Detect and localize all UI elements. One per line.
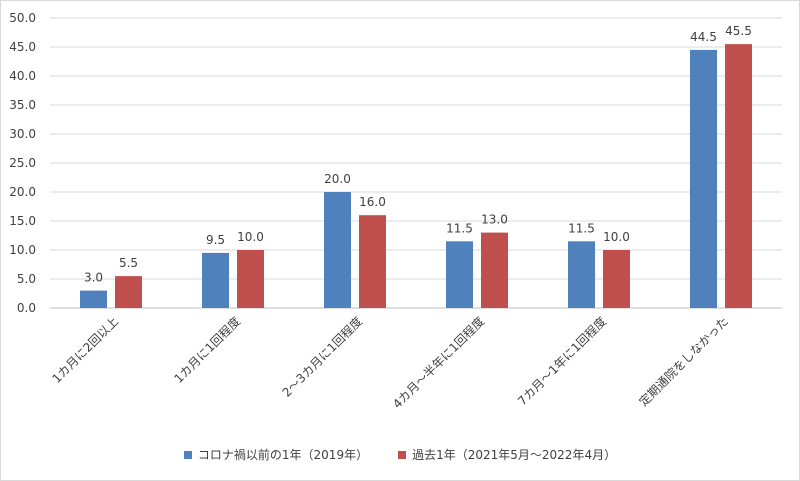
x-axis: 1カ月に2回以上 1カ月に1回程度 2～3カ月に1回程度 4カ月～半年に1回程度 7カ月… bbox=[50, 314, 732, 412]
bar-series-1 bbox=[568, 241, 595, 308]
bar-series-1 bbox=[80, 290, 107, 308]
bar-series-1 bbox=[690, 49, 717, 309]
legend: コロナ禍以前の1年（2019年） 過去1年（2021年5月～2022年4月） bbox=[0, 446, 800, 463]
legend-item-series-1: コロナ禍以前の1年（2019年） bbox=[183, 446, 369, 463]
bar-series-2 bbox=[481, 232, 508, 308]
bar-series-2 bbox=[725, 44, 752, 308]
x-tick-label: 7カ月～1年に1回程度 bbox=[514, 314, 609, 409]
y-tick-label: 0.0 bbox=[17, 301, 36, 315]
x-tick-label: 1カ月に2回以上 bbox=[50, 314, 122, 386]
data-label-series-1: 11.5 bbox=[568, 221, 595, 235]
data-label-series-2: 13.0 bbox=[481, 213, 508, 227]
bars bbox=[80, 44, 752, 309]
y-tick-label: 25.0 bbox=[9, 156, 36, 170]
bar-series-1 bbox=[202, 252, 229, 308]
y-tick-label: 30.0 bbox=[9, 127, 36, 141]
data-label-series-1: 20.0 bbox=[324, 172, 351, 186]
data-label-series-1: 11.5 bbox=[446, 221, 473, 235]
legend-label-series-1: コロナ禍以前の1年（2019年） bbox=[197, 448, 369, 462]
y-tick-label: 5.0 bbox=[17, 272, 36, 286]
y-tick-label: 35.0 bbox=[9, 98, 36, 112]
data-label-series-2: 10.0 bbox=[603, 230, 630, 244]
y-tick-label: 40.0 bbox=[9, 69, 36, 83]
bar-series-2 bbox=[603, 250, 630, 308]
data-label-series-1: 44.5 bbox=[690, 30, 717, 44]
data-label-series-1: 3.0 bbox=[84, 271, 103, 285]
legend-item-series-2: 過去1年（2021年5月～2022年4月） bbox=[398, 446, 616, 463]
bar-chart: 0.0 5.0 10.0 15.0 20.0 25.0 30.0 35.0 40.0 45.0 50… bbox=[9, 11, 782, 412]
data-label-series-1: 9.5 bbox=[206, 233, 225, 247]
bar-series-1 bbox=[446, 241, 473, 308]
x-tick-label: 1カ月に1回程度 bbox=[171, 314, 243, 386]
data-label-series-2: 5.5 bbox=[119, 256, 138, 270]
legend-swatch-series-1 bbox=[183, 450, 192, 459]
gridlines bbox=[50, 17, 782, 309]
data-labels: 3.0 5.5 9.5 10.0 20.0 16.0 11.5 13.0 11.5 10.0 44.… bbox=[84, 24, 752, 285]
data-label-series-2: 10.0 bbox=[237, 230, 264, 244]
y-tick-label: 45.0 bbox=[9, 40, 36, 54]
bar-series-2 bbox=[237, 250, 264, 308]
y-tick-label: 10.0 bbox=[9, 243, 36, 257]
data-label-series-2: 45.5 bbox=[725, 24, 752, 38]
x-tick-label: 2～3カ月に1回程度 bbox=[279, 314, 365, 400]
legend-label-series-2: 過去1年（2021年5月～2022年4月） bbox=[412, 448, 617, 462]
data-label-series-2: 16.0 bbox=[359, 195, 386, 209]
y-tick-label: 15.0 bbox=[9, 214, 36, 228]
y-tick-label: 50.0 bbox=[9, 11, 36, 25]
y-tick-label: 20.0 bbox=[9, 185, 36, 199]
x-tick-label: 4カ月～半年に1回程度 bbox=[389, 314, 487, 412]
legend-swatch-series-2 bbox=[398, 450, 407, 459]
bar-series-1 bbox=[324, 192, 351, 308]
bar-series-2 bbox=[359, 215, 386, 308]
bar-series-2 bbox=[115, 276, 142, 308]
y-axis: 0.0 5.0 10.0 15.0 20.0 25.0 30.0 35.0 40.0 45.0 50… bbox=[9, 11, 36, 315]
x-tick-label: 定期通院をしなかった bbox=[636, 314, 731, 409]
